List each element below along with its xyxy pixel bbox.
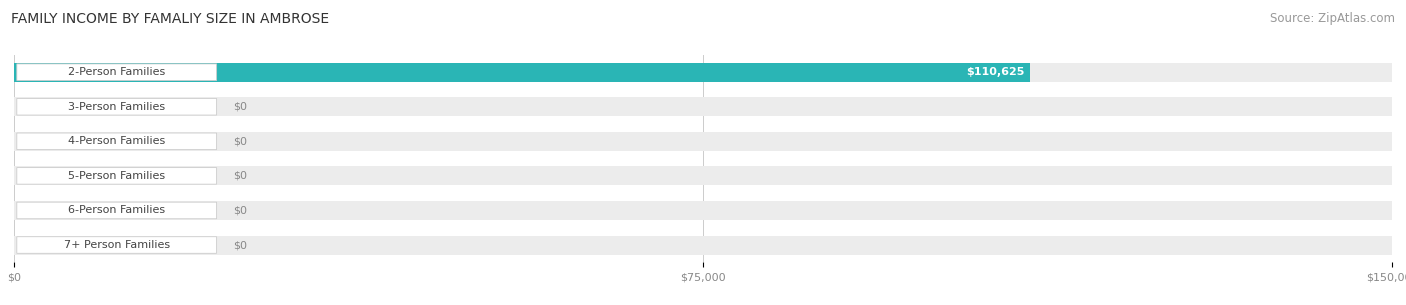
FancyBboxPatch shape xyxy=(17,99,217,115)
Bar xyxy=(14,63,1031,82)
Text: $0: $0 xyxy=(233,171,247,181)
Text: FAMILY INCOME BY FAMALIY SIZE IN AMBROSE: FAMILY INCOME BY FAMALIY SIZE IN AMBROSE xyxy=(11,12,329,26)
FancyBboxPatch shape xyxy=(17,133,217,150)
Bar xyxy=(14,235,1392,254)
Text: $0: $0 xyxy=(233,136,247,146)
Bar xyxy=(14,63,1392,82)
Text: $110,625: $110,625 xyxy=(966,67,1025,77)
Text: 7+ Person Families: 7+ Person Families xyxy=(63,240,170,250)
Text: 4-Person Families: 4-Person Families xyxy=(67,136,166,146)
Bar xyxy=(14,132,1392,151)
Text: 5-Person Families: 5-Person Families xyxy=(67,171,166,181)
FancyBboxPatch shape xyxy=(17,237,217,253)
Text: 6-Person Families: 6-Person Families xyxy=(67,206,166,215)
Text: 3-Person Families: 3-Person Families xyxy=(67,102,166,112)
Text: Source: ZipAtlas.com: Source: ZipAtlas.com xyxy=(1270,12,1395,25)
Bar xyxy=(14,201,1392,220)
FancyBboxPatch shape xyxy=(17,202,217,219)
Text: $0: $0 xyxy=(233,206,247,215)
Text: $0: $0 xyxy=(233,240,247,250)
FancyBboxPatch shape xyxy=(17,64,217,81)
Bar xyxy=(14,167,1392,185)
Bar xyxy=(14,97,1392,116)
Text: 2-Person Families: 2-Person Families xyxy=(67,67,166,77)
Text: $0: $0 xyxy=(233,102,247,112)
FancyBboxPatch shape xyxy=(17,167,217,184)
